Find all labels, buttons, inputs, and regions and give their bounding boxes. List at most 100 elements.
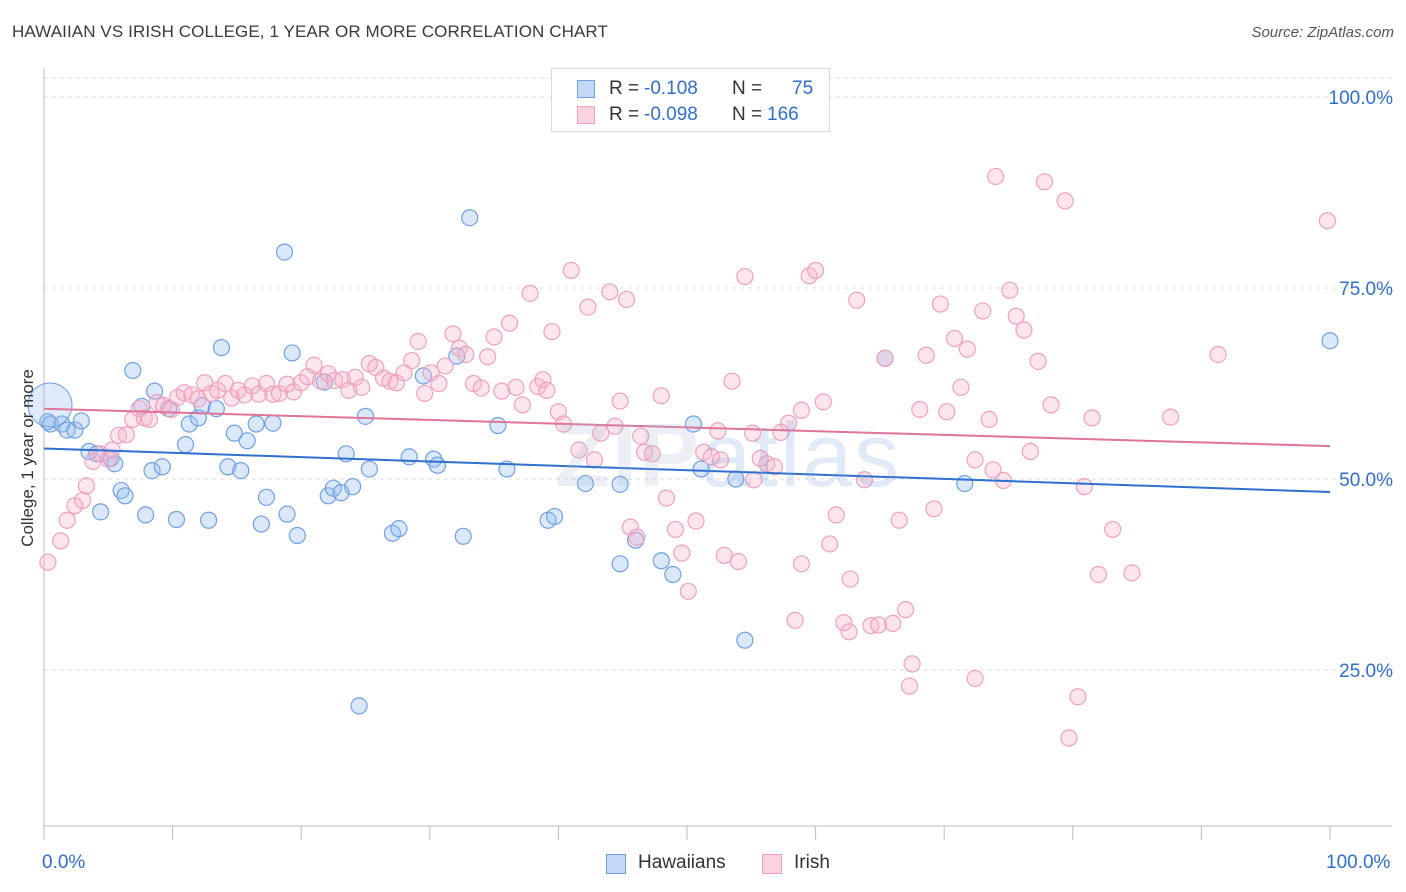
irish-point	[264, 385, 282, 403]
irish-point	[416, 384, 434, 403]
irish-point	[643, 445, 661, 463]
irish-point	[430, 374, 448, 393]
irish-point	[840, 623, 858, 641]
irish-trend-line	[43, 407, 1331, 448]
hawaiian-point	[66, 421, 84, 439]
irish-point	[884, 614, 902, 632]
irish-point	[709, 422, 727, 440]
irish-point	[736, 267, 754, 286]
hawaiian-point	[956, 474, 974, 493]
hawaiian-point	[180, 415, 198, 433]
irish-point	[58, 511, 76, 529]
hawaiian-point	[692, 460, 710, 478]
irish-point	[841, 570, 859, 588]
irish-point	[457, 345, 475, 364]
hawaiian-point	[611, 555, 629, 573]
irish-point	[257, 374, 276, 393]
axes	[43, 68, 1392, 840]
irish-point	[1104, 520, 1122, 539]
y-tick-label: 75.0%	[1339, 279, 1393, 300]
irish-point	[848, 291, 866, 309]
irish-point	[409, 332, 427, 351]
irish-point	[657, 489, 676, 507]
hawaiian-point	[116, 487, 134, 505]
correlation-legend: R = -0.108 N = 75 R = -0.098 N = 166	[551, 68, 830, 132]
gridlines	[44, 77, 1392, 671]
irish-point	[890, 511, 908, 529]
irish-point	[196, 374, 214, 392]
hawaiian-point	[454, 527, 472, 545]
hawaiian-point	[247, 415, 265, 433]
n-label: N =	[732, 78, 763, 99]
irish-point	[403, 351, 421, 370]
irish-point	[319, 364, 337, 383]
irish-point	[601, 283, 619, 301]
hawaiian-point	[736, 631, 754, 649]
legend-row-hawaiians: R = -0.108 N = 75	[552, 76, 829, 102]
hawaiians-swatch	[577, 80, 595, 98]
irish-point	[900, 677, 919, 695]
irish-point	[765, 458, 784, 476]
hawaiian-point	[278, 505, 296, 523]
irish-point	[611, 392, 629, 410]
irish-point	[1015, 321, 1033, 339]
hawaiian-point	[238, 432, 256, 450]
zipatlas-watermark: ZIPatlas	[555, 406, 902, 506]
hawaiian-point	[390, 520, 408, 538]
irish-point	[130, 400, 148, 418]
r-label: R =	[609, 78, 640, 99]
irish-point	[570, 441, 588, 459]
irish-point	[39, 553, 57, 571]
r-label: R =	[609, 104, 640, 125]
irish-legend-swatch	[762, 854, 782, 874]
irish-point	[617, 290, 636, 309]
hawaiians-trend-line	[43, 447, 1331, 493]
irish-point	[945, 329, 964, 348]
irish-point	[493, 382, 511, 400]
hawaiian-point	[225, 424, 243, 442]
irish-point	[1069, 688, 1087, 706]
hawaiian-point	[489, 416, 507, 435]
y-tick-labels: 25.0% 50.0% 75.0% 100.0%	[1329, 88, 1394, 682]
hawaiian-point	[153, 458, 171, 476]
irish-point	[154, 397, 173, 415]
hawaiian-point	[91, 503, 110, 521]
irish-point	[1209, 345, 1227, 364]
irish-point	[917, 346, 935, 364]
irish-point	[628, 528, 646, 546]
hawaiian-point	[219, 458, 237, 476]
hawaiian-point-large	[27, 382, 73, 428]
irish-point	[702, 448, 721, 466]
irish-point	[792, 555, 811, 573]
hawaiian-point	[360, 460, 378, 478]
irish-point	[835, 614, 853, 632]
irish-point	[1083, 409, 1101, 427]
hawaiian-point	[136, 506, 155, 524]
irish-point	[1007, 307, 1025, 325]
hawaiian-point	[212, 338, 231, 357]
irish-point	[1035, 173, 1054, 191]
irish-point	[1075, 478, 1093, 496]
irish-point	[1042, 396, 1060, 414]
irish-point	[897, 601, 915, 619]
irish-point	[543, 322, 561, 341]
irish-point	[73, 491, 92, 509]
irish-point	[1089, 565, 1108, 584]
irish-point	[786, 611, 804, 629]
irish-point	[485, 328, 503, 346]
irish-point	[1161, 408, 1180, 426]
irish-points	[39, 167, 1337, 747]
irish-point	[984, 461, 1002, 479]
irish-point	[500, 314, 519, 332]
irish-point	[1060, 729, 1078, 747]
irish-point	[538, 381, 556, 399]
y-tick-label: 50.0%	[1339, 470, 1393, 491]
irish-point	[513, 396, 531, 414]
irish-point	[1056, 192, 1074, 210]
irish-point	[673, 544, 691, 562]
irish-point	[621, 518, 640, 536]
y-axis-label: College, 1 year or more	[18, 369, 37, 547]
trend-lines	[43, 407, 1331, 493]
hawaiian-point	[545, 507, 564, 526]
